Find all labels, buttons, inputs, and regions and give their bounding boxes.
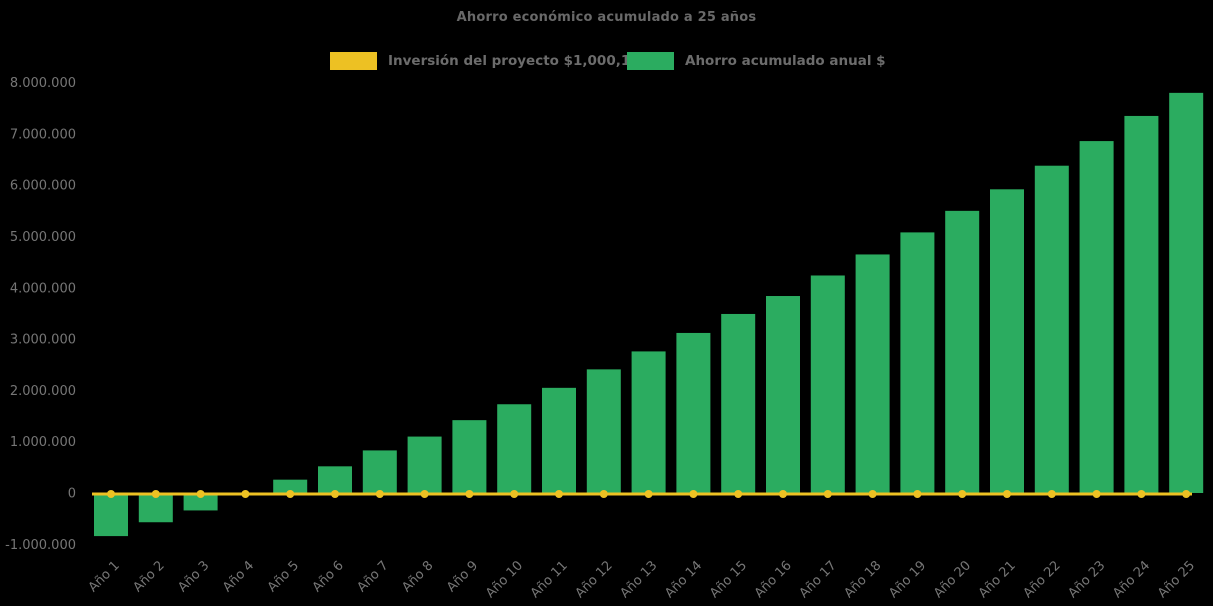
bar-año-21 [990, 189, 1024, 493]
bar-año-18 [855, 254, 890, 493]
x-axis-tick-label: Año 3 [175, 558, 212, 595]
x-axis-tick-label: Año 19 [886, 558, 929, 601]
y-axis-tick-label: 7.000.000 [10, 127, 76, 142]
y-axis-tick-label: 3.000.000 [10, 333, 76, 348]
bar-año-3 [183, 493, 218, 511]
investment-line-marker-año-18 [868, 490, 877, 498]
investment-line-marker-año-22 [1047, 490, 1056, 498]
x-axis-tick-label: Año 4 [220, 558, 257, 595]
legend-swatch-yellow [330, 52, 377, 70]
investment-line-marker-año-15 [734, 490, 743, 498]
bar-año-9 [452, 420, 487, 493]
x-axis-tick-label: Año 11 [528, 558, 571, 601]
bar-año-15 [721, 313, 756, 493]
investment-line-marker-año-14 [689, 490, 698, 498]
investment-line-marker-año-5 [286, 490, 295, 498]
investment-line-marker-año-25 [1182, 490, 1191, 498]
bar-año-25 [1169, 92, 1204, 494]
investment-line-marker-año-17 [823, 490, 832, 498]
bar-año-1 [94, 493, 128, 537]
x-axis-tick-label: Año 5 [265, 558, 302, 595]
x-axis-tick-label: Año 21 [976, 558, 1019, 601]
investment-line-marker-año-9 [465, 490, 474, 498]
investment-line-marker-año-10 [510, 490, 519, 498]
investment-line-marker-año-20 [958, 490, 967, 498]
bar-año-5 [273, 479, 308, 493]
bar-año-24 [1124, 115, 1159, 493]
investment-line-marker-año-7 [375, 490, 384, 498]
bar-año-6 [318, 466, 352, 493]
y-axis-tick-label: 4.000.000 [10, 281, 76, 296]
investment-line-marker-año-12 [599, 490, 608, 498]
investment-line-marker-año-3 [196, 490, 205, 498]
y-axis-tick-label: -1.000.000 [5, 538, 76, 553]
x-axis-tick-label: Año 22 [1021, 558, 1064, 601]
x-axis-tick-label: Año 8 [399, 558, 436, 595]
y-axis-tick-label: 0 [68, 487, 76, 502]
x-axis-tick-label: Año 23 [1065, 558, 1108, 601]
x-axis-tick-label: Año 14 [662, 558, 705, 601]
investment-line-marker-año-21 [1003, 490, 1011, 498]
legend-swatch-green [627, 52, 674, 70]
bar-año-7 [362, 450, 397, 493]
bar-año-14 [676, 332, 711, 493]
bar-año-13 [631, 351, 666, 493]
investment-line-marker-año-4 [241, 490, 250, 498]
chart-title: Ahorro económico acumulado a 25 años [456, 10, 757, 25]
x-axis-tick-label: Año 17 [797, 558, 840, 601]
bar-año-11 [542, 387, 576, 493]
bar-año-23 [1079, 141, 1114, 493]
y-axis-tick-label: 1.000.000 [10, 435, 76, 450]
x-axis-tick-label: Año 16 [752, 558, 795, 601]
x-axis-tick-label: Año 9 [444, 558, 481, 595]
x-axis-tick-label: Año 2 [131, 558, 168, 595]
x-axis-tick-label: Año 25 [1155, 558, 1198, 601]
y-axis-tick-label: 5.000.000 [10, 230, 76, 245]
bar-año-19 [900, 232, 935, 493]
x-axis-tick-label: Año 24 [1110, 558, 1153, 601]
investment-line-marker-año-24 [1137, 490, 1146, 498]
bar-año-17 [810, 275, 845, 493]
bar-año-20 [945, 210, 980, 493]
x-axis-tick-label: Año 12 [573, 558, 616, 601]
investment-line-marker-año-23 [1092, 490, 1101, 498]
x-axis-tick-label: Año 6 [310, 558, 347, 595]
investment-line-marker-año-2 [151, 490, 160, 498]
bar-año-10 [497, 404, 532, 493]
legend-label-ahorro: Ahorro acumulado anual $ [685, 53, 886, 69]
y-axis-tick-label: 8.000.000 [10, 76, 76, 91]
investment-line-marker-año-16 [779, 490, 787, 498]
x-axis-tick-label: Año 7 [355, 558, 392, 595]
x-axis-tick-label: Año 1 [86, 558, 123, 595]
bar-año-22 [1034, 165, 1069, 493]
legend-label-inversion: Inversión del proyecto $1,000,198.00 [388, 53, 673, 69]
bar-año-16 [766, 296, 800, 493]
x-axis-tick-label: Año 20 [931, 558, 974, 601]
legend-item-ahorro-acumulado: Ahorro acumulado anual $ [627, 52, 886, 70]
legend-item-inversion-del-proyecto: Inversión del proyecto $1,000,198.00 [330, 52, 673, 70]
y-axis-tick-label: 2.000.000 [10, 384, 76, 399]
investment-line-marker-año-19 [913, 490, 922, 498]
y-axis-tick-label: 6.000.000 [10, 179, 76, 194]
bar-año-12 [586, 369, 621, 493]
x-axis-tick-label: Año 15 [707, 558, 750, 601]
investment-line-marker-año-1 [107, 490, 115, 498]
x-axis-tick-label: Año 18 [841, 558, 884, 601]
investment-line-marker-año-13 [644, 490, 653, 498]
x-axis-tick-label: Año 10 [483, 558, 526, 601]
investment-line-marker-año-8 [420, 490, 429, 498]
investment-line-marker-año-11 [555, 490, 563, 498]
x-axis-tick-label: Año 13 [617, 558, 660, 601]
investment-line-marker-año-6 [331, 490, 339, 498]
bar-año-8 [407, 436, 442, 493]
